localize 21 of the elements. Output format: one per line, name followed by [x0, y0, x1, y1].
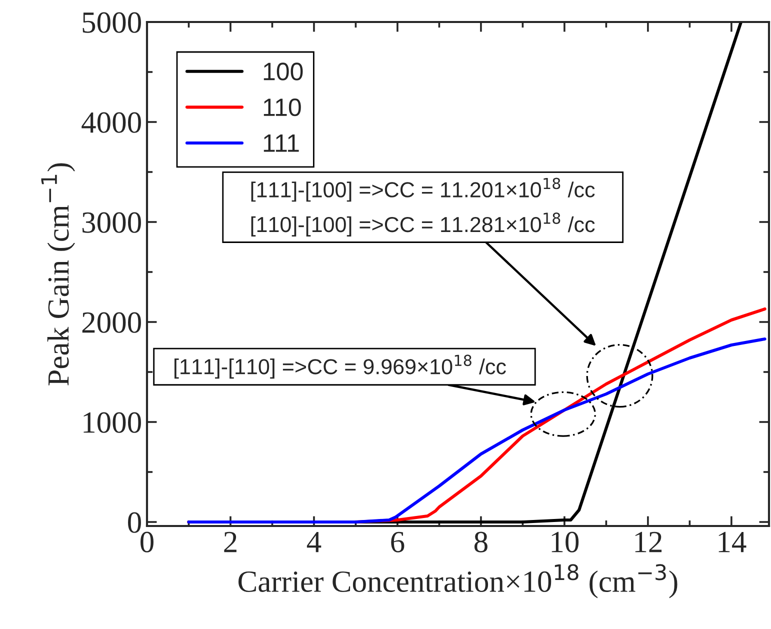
- x-tick-label: 10: [552, 532, 579, 552]
- legend-label: 100: [264, 62, 303, 80]
- x-tick-label: 14: [718, 532, 746, 552]
- x-tick-label: 12: [635, 532, 662, 552]
- annotation: [111]-[100] =>CC = 11.201×10$^{18}$ /cc: [251, 178, 595, 202]
- y-tick-label: 3000: [82, 212, 141, 233]
- legend-label: 111: [264, 134, 299, 152]
- y-tick-label: 0: [128, 512, 141, 533]
- y-tick-label: 4000: [82, 112, 141, 133]
- y-axis-title: Peak Gain (cm$^{−1}$): [41, 163, 76, 386]
- x-tick-label: 8: [474, 532, 488, 552]
- annotation: [111]-[110] =>CC = 9.969×10$^{18}$ /cc: [174, 354, 506, 379]
- legend-label: 110: [264, 98, 301, 116]
- y-tick-label: 2000: [82, 312, 141, 333]
- annotation: [110]-[100] =>CC = 11.281×10$^{18}$ /cc: [251, 212, 595, 236]
- y-tick-label: 5000: [82, 12, 141, 33]
- x-tick-label: 4: [306, 532, 322, 552]
- x-axis-title: Carrier Concentration×10$^{18}$ (cm$^{−3}$): [238, 564, 678, 598]
- x-tick-label: 6: [391, 532, 404, 552]
- x-tick-label: 2: [224, 532, 236, 552]
- y-tick-label: 1000: [84, 412, 141, 433]
